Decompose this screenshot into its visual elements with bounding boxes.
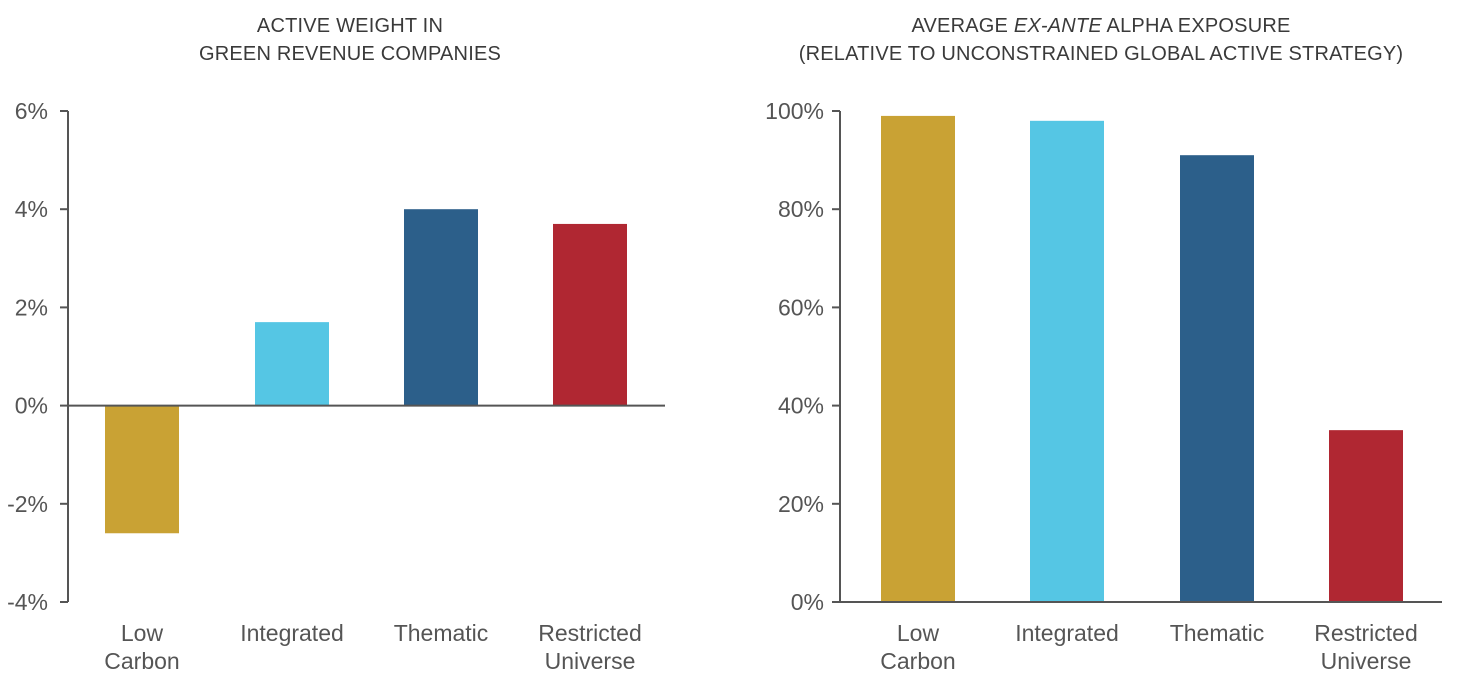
y-tick-label: 4% (15, 196, 48, 222)
chart-title-suffix: ALPHA EXPOSURE (1101, 15, 1291, 37)
bar-integrated (255, 322, 329, 406)
bar-low-carbon (881, 115, 955, 602)
x-category-label: Low (897, 620, 940, 646)
x-category-label: Universe (1321, 648, 1412, 674)
x-category-label: Carbon (104, 648, 179, 674)
x-category-label: Restricted (538, 620, 642, 646)
y-tick-label: 100% (765, 98, 824, 124)
bar-restricted-universe (553, 223, 627, 406)
y-tick-label: 0% (791, 589, 824, 615)
bar-integrated (1030, 120, 1104, 602)
x-category-label: Thematic (394, 620, 489, 646)
x-category-label: Integrated (1015, 620, 1119, 646)
x-category-label: Low (121, 620, 164, 646)
y-tick-label: 80% (778, 196, 824, 222)
y-tick-label: 2% (15, 294, 48, 320)
y-tick-label: 0% (15, 393, 48, 419)
y-tick-label: 60% (778, 294, 824, 320)
chart-title-alpha-exposure: AVERAGE EX-ANTE ALPHA EXPOSURE (RELATIVE… (740, 12, 1462, 68)
x-category-label: Restricted (1314, 620, 1418, 646)
x-category-label: Integrated (240, 620, 344, 646)
y-tick-label: 6% (15, 98, 48, 124)
chart-title-active-weight: ACTIVE WEIGHT IN GREEN REVENUE COMPANIES (0, 12, 700, 68)
chart-alpha-exposure: AVERAGE EX-ANTE ALPHA EXPOSURE (RELATIVE… (740, 0, 1462, 697)
bar-thematic (1180, 155, 1254, 602)
y-tick-label: -2% (7, 491, 48, 517)
bar-low-carbon (105, 405, 179, 534)
chart-active-weight: ACTIVE WEIGHT IN GREEN REVENUE COMPANIES… (0, 0, 700, 697)
x-category-label: Carbon (880, 648, 955, 674)
y-tick-label: -4% (7, 589, 48, 615)
x-category-label: Thematic (1170, 620, 1265, 646)
chart-title-line-1: AVERAGE EX-ANTE ALPHA EXPOSURE (740, 12, 1462, 40)
bar-restricted-universe (1329, 430, 1403, 602)
x-category-label: Universe (545, 648, 636, 674)
chart-title-line-2: (RELATIVE TO UNCONSTRAINED GLOBAL ACTIVE… (798, 43, 1404, 65)
y-tick-label: 40% (778, 393, 824, 419)
chart-title-line-1: ACTIVE WEIGHT IN (256, 15, 444, 37)
y-tick-label: 20% (778, 491, 824, 517)
chart-title-italic: EX-ANTE (1013, 15, 1102, 37)
bar-thematic (404, 209, 478, 406)
chart-title-prefix: AVERAGE (911, 15, 1014, 37)
chart-title-line-2: GREEN REVENUE COMPANIES (198, 43, 502, 65)
